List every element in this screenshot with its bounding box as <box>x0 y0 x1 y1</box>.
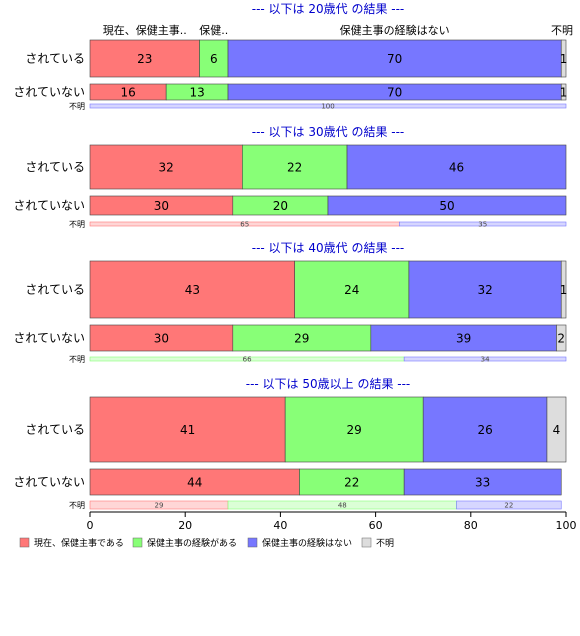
data-label-1-0-0: 32 <box>159 161 174 175</box>
x-tick-label-2: 40 <box>273 519 287 532</box>
data-label-3-2-0: 29 <box>155 502 164 510</box>
data-label-1-1-1: 20 <box>273 199 288 213</box>
data-label-3-2-1: 48 <box>338 502 347 510</box>
row-label-0-1: されていない <box>13 85 85 99</box>
bar-segment-2-1-0 <box>89 324 234 352</box>
data-label-3-0-3: 4 <box>553 423 561 437</box>
legend-label-0: 現在、保健主事である <box>34 537 124 549</box>
data-label-3-0-1: 29 <box>347 423 362 437</box>
legend-swatch-3 <box>361 537 372 548</box>
data-label-1-0-1: 22 <box>287 161 302 175</box>
data-label-0-0-3: 1 <box>560 52 568 66</box>
row-label-2-1: されていない <box>13 331 85 345</box>
bar-segment-2-2-2 <box>403 356 567 362</box>
data-label-0-2-2: 100 <box>321 103 334 111</box>
legend-label-2: 保健主事の経験はない <box>262 537 352 549</box>
row-label-1-1: されていない <box>13 199 85 213</box>
data-label-0-1-1: 13 <box>189 86 204 100</box>
data-label-2-0-1: 24 <box>344 283 359 297</box>
x-tick-label-3: 60 <box>369 519 383 532</box>
data-label-0-1-0: 16 <box>120 86 135 100</box>
bar-segment-3-0-0 <box>89 396 286 463</box>
row-label-3-1: されていない <box>13 475 85 489</box>
x-tick-label-0: 0 <box>87 519 94 532</box>
row-label-0-2: 不明 <box>69 102 85 111</box>
bar-segment-0-1-3 <box>560 83 567 101</box>
row-label-1-0: されている <box>25 160 85 174</box>
column-header-1: 保健.. <box>199 23 228 37</box>
x-tick-label-5: 100 <box>556 519 577 532</box>
data-label-0-1-3: 1 <box>560 86 568 100</box>
data-label-1-0-2: 46 <box>449 161 464 175</box>
panel-title-1: --- 以下は 30歳代 の結果 --- <box>252 125 405 139</box>
row-label-2-0: されている <box>25 283 85 297</box>
data-label-3-0-0: 41 <box>180 423 195 437</box>
row-label-0-0: されている <box>25 52 85 66</box>
data-label-2-0-3: 1 <box>560 283 568 297</box>
bar-segment-1-0-1 <box>242 144 348 190</box>
bar-segment-3-0-1 <box>284 396 424 463</box>
bar-segment-2-0-3 <box>560 260 567 319</box>
data-label-2-2-2: 34 <box>481 356 490 364</box>
bar-segment-2-1-1 <box>232 324 372 352</box>
data-label-2-1-1: 29 <box>294 332 309 346</box>
column-header-3: 不明 <box>551 24 573 37</box>
legend-label-1: 保健主事の経験がある <box>147 537 237 549</box>
bar-segment-0-2-2 <box>89 103 567 109</box>
bar-segment-3-1-1 <box>299 468 405 496</box>
data-label-0-0-0: 23 <box>137 52 152 66</box>
data-label-2-0-2: 32 <box>477 283 492 297</box>
bar-segment-0-0-1 <box>199 39 229 78</box>
panel-title-2: --- 以下は 40歳代 の結果 --- <box>252 241 405 255</box>
bar-segment-3-0-3 <box>546 396 567 463</box>
legend-swatch-0 <box>19 537 30 548</box>
column-header-0: 現在、保健主事.. <box>103 23 187 37</box>
legend-swatch-2 <box>247 537 258 548</box>
bar-segment-2-0-0 <box>89 260 295 319</box>
bar-segment-1-2-2 <box>399 221 567 227</box>
data-label-3-1-0: 44 <box>187 476 202 490</box>
data-label-3-2-2: 22 <box>504 502 513 510</box>
data-label-0-0-2: 70 <box>387 52 402 66</box>
row-label-2-2: 不明 <box>69 355 85 364</box>
bar-segment-0-0-2 <box>227 39 562 78</box>
data-label-2-0-0: 43 <box>185 283 200 297</box>
data-label-1-1-0: 30 <box>154 199 169 213</box>
data-label-2-1-0: 30 <box>154 332 169 346</box>
bar-segment-1-1-2 <box>327 195 567 216</box>
data-label-3-1-2: 33 <box>475 476 490 490</box>
bar-segment-0-0-3 <box>560 39 567 78</box>
bar-segment-2-0-2 <box>408 260 562 319</box>
row-label-3-0: されている <box>25 423 85 437</box>
bar-segment-2-1-3 <box>556 324 567 352</box>
legend-label-3: 不明 <box>376 538 394 549</box>
bar-segment-3-0-2 <box>422 396 548 463</box>
row-label-1-2: 不明 <box>69 220 85 229</box>
panel-title-3: --- 以下は 50歳以上 の結果 --- <box>246 377 411 391</box>
data-label-2-1-3: 2 <box>557 332 565 346</box>
data-label-1-1-2: 50 <box>439 199 454 213</box>
x-tick-label-1: 20 <box>178 519 192 532</box>
bar-segment-1-0-2 <box>346 144 567 190</box>
data-label-0-1-2: 70 <box>387 86 402 100</box>
data-label-3-0-2: 26 <box>477 423 492 437</box>
data-label-3-1-1: 22 <box>344 476 359 490</box>
bar-segment-2-1-2 <box>370 324 557 352</box>
data-label-0-0-1: 6 <box>210 52 218 66</box>
data-label-2-2-1: 66 <box>243 356 252 364</box>
bar-segment-0-0-0 <box>89 39 200 78</box>
bar-segment-3-1-2 <box>403 468 562 496</box>
x-tick-label-4: 80 <box>464 519 478 532</box>
row-label-3-2: 不明 <box>69 501 85 510</box>
bar-segment-3-2-2 <box>456 500 562 510</box>
legend-swatch-1 <box>132 537 143 548</box>
column-header-2: 保健主事の経験はない <box>340 23 450 37</box>
data-label-1-2-0: 65 <box>240 221 249 229</box>
panel-title-0: --- 以下は 20歳代 の結果 --- <box>252 2 405 16</box>
data-label-1-2-2: 35 <box>478 221 487 229</box>
data-label-2-1-2: 39 <box>456 332 471 346</box>
